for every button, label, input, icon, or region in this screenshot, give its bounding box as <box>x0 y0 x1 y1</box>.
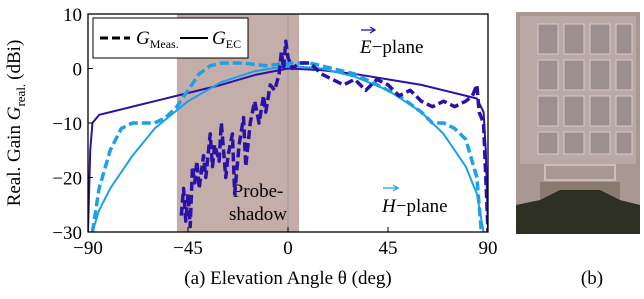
x-tick-label: 90 <box>479 238 498 259</box>
y-tick-label: 10 <box>63 5 82 26</box>
legend: GMeas. GEC <box>93 18 248 58</box>
x-tick-label: 45 <box>379 238 398 259</box>
x-axis-label: (a) Elevation Angle θ (deg) <box>184 268 391 289</box>
figure: Probe-shadow −90−4504590−30−20−10010 Rea… <box>0 0 644 299</box>
chip-photo <box>516 12 640 234</box>
annotation-text: E−plane <box>359 37 423 58</box>
annotation-text: H−plane <box>381 196 448 217</box>
y-tick-label: −10 <box>52 114 82 135</box>
x-tick-label: −45 <box>173 238 203 259</box>
shadow-label: shadow <box>229 204 287 225</box>
shadow-label: Probe- <box>233 181 284 202</box>
y-tick-label: −30 <box>52 223 82 244</box>
y-axis-label: Real. Gain Greal.(dBi) <box>4 40 28 207</box>
annotation-e-plane: E−plane <box>359 27 423 58</box>
panel-label: (b) <box>581 268 603 289</box>
y-tick-label: 0 <box>73 60 83 81</box>
x-tick-label: 0 <box>283 238 293 259</box>
y-tick-label: −20 <box>52 169 82 190</box>
annotation-h-plane: H−plane <box>381 185 448 217</box>
